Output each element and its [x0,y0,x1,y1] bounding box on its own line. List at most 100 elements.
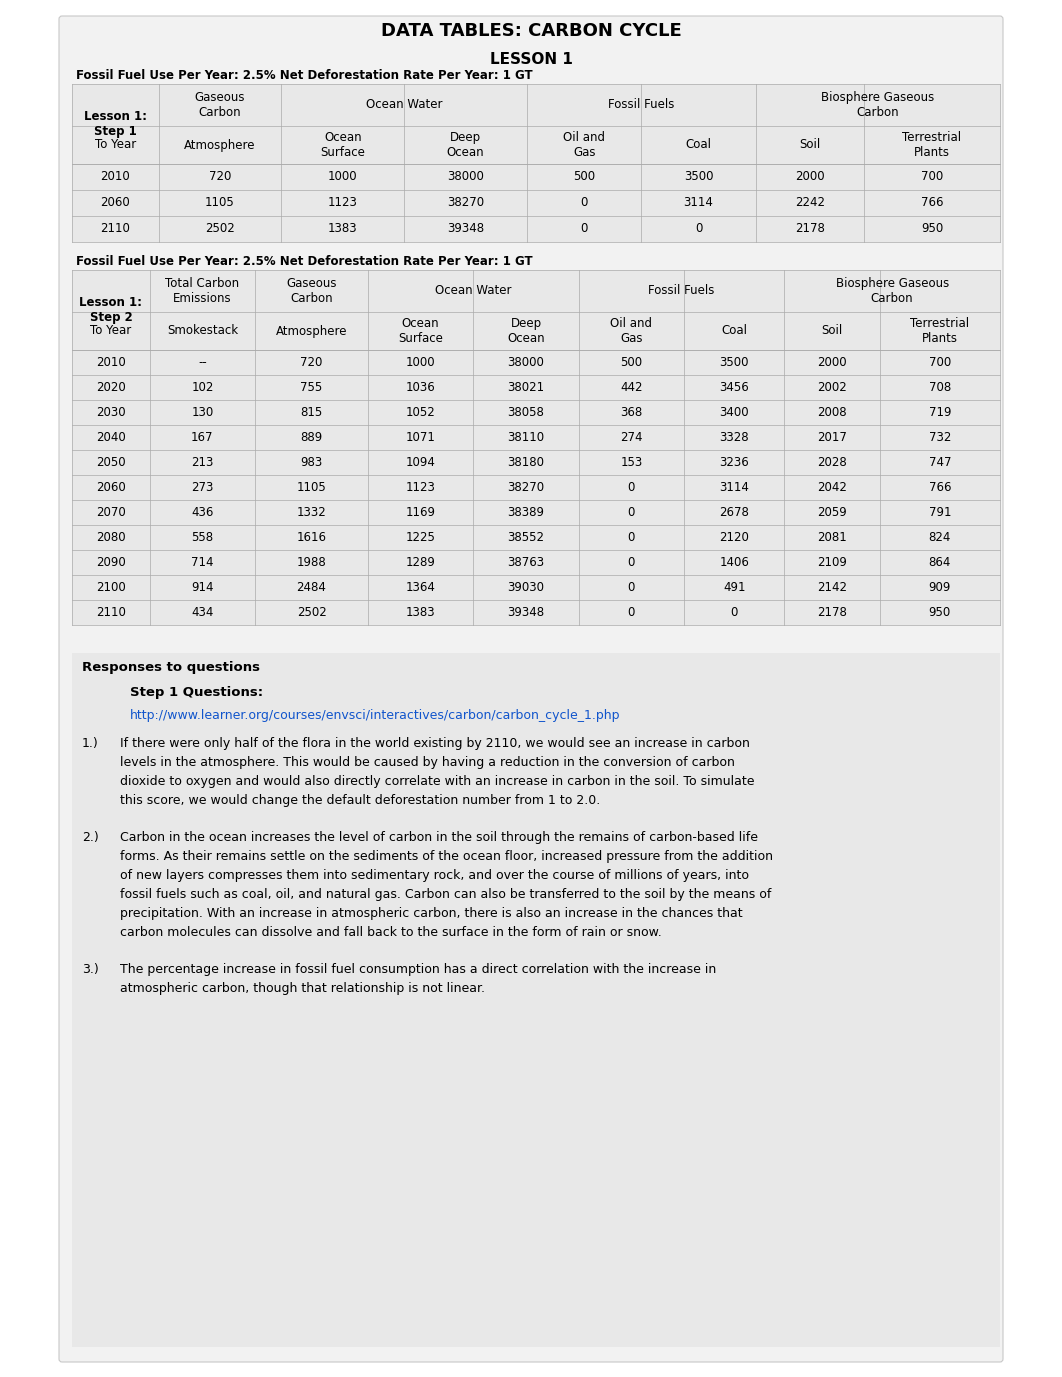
Text: 491: 491 [723,581,746,593]
Text: 0: 0 [628,606,635,620]
Text: 3456: 3456 [719,381,749,394]
Text: Carbon in the ocean increases the level of carbon in the soil through the remain: Carbon in the ocean increases the level … [120,830,758,844]
Text: Ocean Water: Ocean Water [435,285,512,297]
Text: If there were only half of the flora in the world existing by 2110, we would see: If there were only half of the flora in … [120,737,750,750]
Text: 1383: 1383 [328,223,358,235]
Text: Oil and
Gas: Oil and Gas [611,317,652,346]
Text: 1105: 1105 [205,197,235,209]
Text: 2028: 2028 [817,456,846,470]
Text: 2142: 2142 [817,581,847,593]
Text: 3236: 3236 [719,456,749,470]
Text: 2000: 2000 [795,171,824,183]
Text: 3114: 3114 [684,197,714,209]
Text: 2081: 2081 [817,532,846,544]
Text: 1094: 1094 [406,456,435,470]
Text: Atmosphere: Atmosphere [276,325,347,337]
Text: DATA TABLES: CARBON CYCLE: DATA TABLES: CARBON CYCLE [380,22,682,40]
Text: Step 1 Questions:: Step 1 Questions: [130,686,263,700]
Text: To Year: To Year [95,139,136,151]
Bar [72,84,1000,242]
Text: Atmosphere: Atmosphere [185,139,256,151]
Text: LESSON 1: LESSON 1 [490,52,572,67]
Text: 1616: 1616 [296,532,326,544]
Text: 2080: 2080 [96,532,125,544]
Text: 1406: 1406 [719,556,749,569]
Text: 38058: 38058 [508,406,545,419]
Text: Coal: Coal [721,325,748,337]
Text: 2008: 2008 [817,406,846,419]
Text: 1105: 1105 [296,481,326,494]
Text: 720: 720 [301,357,323,369]
Text: Responses to questions: Responses to questions [82,661,260,673]
Text: 1123: 1123 [406,481,435,494]
Text: of new layers compresses them into sedimentary rock, and over the course of mill: of new layers compresses them into sedim… [120,869,749,883]
Text: atmospheric carbon, though that relationship is not linear.: atmospheric carbon, though that relation… [120,982,485,996]
Text: 1225: 1225 [406,532,435,544]
Text: forms. As their remains settle on the sediments of the ocean floor, increased pr: forms. As their remains settle on the se… [120,850,773,863]
Text: levels in the atmosphere. This would be caused by having a reduction in the conv: levels in the atmosphere. This would be … [120,756,735,768]
Text: 0: 0 [581,223,588,235]
Text: 1123: 1123 [328,197,358,209]
Text: 2502: 2502 [296,606,326,620]
Text: 0: 0 [581,197,588,209]
Text: 3400: 3400 [719,406,749,419]
Text: 39348: 39348 [447,223,484,235]
Text: 2.): 2.) [82,830,99,844]
Text: 708: 708 [928,381,950,394]
Text: 3500: 3500 [719,357,749,369]
Bar [72,653,1000,1347]
Text: 700: 700 [928,357,950,369]
Text: 2109: 2109 [817,556,846,569]
Text: 38389: 38389 [508,505,545,519]
Text: 1.): 1.) [82,737,99,750]
Text: 747: 747 [928,456,952,470]
Bar [72,270,1000,625]
Text: 2010: 2010 [101,171,131,183]
Text: fossil fuels such as coal, oil, and natural gas. Carbon can also be transferred : fossil fuels such as coal, oil, and natu… [120,888,771,901]
Text: dioxide to oxygen and would also directly correlate with an increase in carbon i: dioxide to oxygen and would also directl… [120,775,754,788]
Text: 1364: 1364 [406,581,435,593]
Text: 2090: 2090 [96,556,125,569]
Text: 714: 714 [191,556,213,569]
Text: 442: 442 [620,381,643,394]
Text: 0: 0 [628,556,635,569]
Text: 1332: 1332 [296,505,326,519]
Text: 0: 0 [628,505,635,519]
Text: 766: 766 [928,481,952,494]
Text: 2030: 2030 [96,406,125,419]
Text: 2678: 2678 [719,505,749,519]
Text: Oil and
Gas: Oil and Gas [563,131,605,158]
Text: 719: 719 [928,406,952,419]
Text: 983: 983 [301,456,323,470]
Text: 2060: 2060 [101,197,131,209]
Text: Ocean
Surface: Ocean Surface [321,131,365,158]
Text: carbon molecules can dissolve and fall back to the surface in the form of rain o: carbon molecules can dissolve and fall b… [120,925,662,939]
Text: 2484: 2484 [296,581,326,593]
Text: Biosphere Gaseous
Carbon: Biosphere Gaseous Carbon [821,91,935,118]
Text: To Year: To Year [90,325,132,337]
Text: 39030: 39030 [508,581,545,593]
Text: 815: 815 [301,406,323,419]
Text: Deep
Ocean: Deep Ocean [508,317,545,346]
Text: 436: 436 [191,505,213,519]
Text: 3500: 3500 [684,171,714,183]
Text: Terrestrial
Plants: Terrestrial Plants [910,317,970,346]
Text: 0: 0 [695,223,702,235]
Text: 38763: 38763 [508,556,545,569]
Text: 1000: 1000 [406,357,435,369]
Text: 2002: 2002 [817,381,846,394]
Text: Gaseous
Carbon: Gaseous Carbon [287,277,337,304]
Text: 2120: 2120 [719,532,749,544]
Text: 368: 368 [620,406,643,419]
Text: 766: 766 [921,197,943,209]
Text: Lesson 1:
Step 2: Lesson 1: Step 2 [80,296,142,324]
Text: 274: 274 [620,431,643,443]
Text: 102: 102 [191,381,213,394]
FancyBboxPatch shape [59,17,1003,1362]
Text: Coal: Coal [685,139,712,151]
Text: 130: 130 [191,406,213,419]
Text: 2040: 2040 [96,431,125,443]
Text: 3.): 3.) [82,963,99,976]
Text: 2502: 2502 [205,223,235,235]
Text: Ocean Water: Ocean Water [366,99,443,112]
